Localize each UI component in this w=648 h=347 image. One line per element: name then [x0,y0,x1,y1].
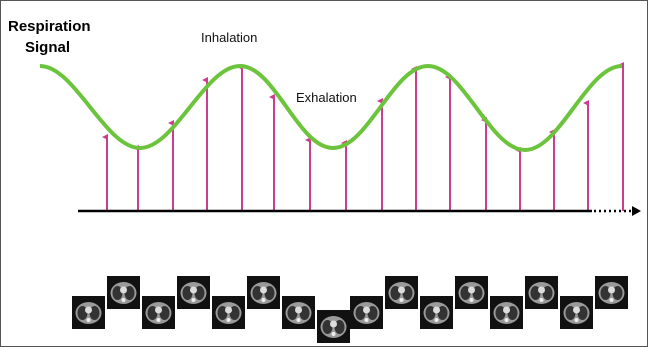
ct-image [420,296,453,329]
diagram: Respiration Signal Inhalation Exhalation [0,0,648,347]
ct-image [455,276,488,309]
ct-image [177,276,210,309]
ct-image [385,276,418,309]
ct-image [560,296,593,329]
ct-image [595,276,628,309]
page: Respiration Signal Inhalation Exhalation [0,0,648,347]
ct-image [282,296,315,329]
inhalation-label: Inhalation [201,30,257,45]
title: Respiration [8,18,91,35]
ct-image [72,296,105,329]
ct-image [247,276,280,309]
ct-image [350,296,383,329]
ct-image [142,296,175,329]
ct-image [107,276,140,309]
ct-image [212,296,245,329]
ct-image [490,296,523,329]
ct-image [317,310,350,343]
ct-image [525,276,558,309]
title: Signal [25,39,70,56]
exhalation-label: Exhalation [296,90,357,105]
